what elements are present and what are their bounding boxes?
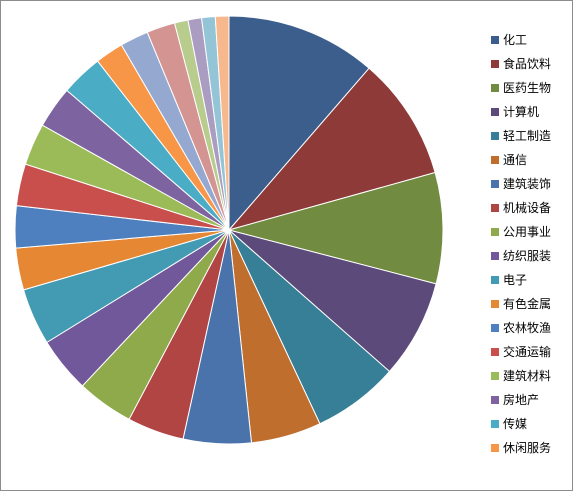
legend-label: 机械设备 [503, 201, 552, 215]
legend-label: 建筑材料 [503, 369, 552, 383]
legend-label: 医药生物 [503, 81, 552, 95]
legend-label: 通信 [503, 153, 528, 167]
legend-swatch [491, 108, 499, 116]
legend-swatch [491, 372, 499, 380]
legend-label: 计算机 [503, 105, 540, 119]
legend-item: 建筑材料 [491, 367, 551, 385]
legend-label: 纺织服装 [503, 249, 552, 263]
legend-label: 化工 [503, 33, 528, 47]
legend-swatch [491, 228, 499, 236]
legend-item: 医药生物 [491, 79, 551, 97]
legend-label: 休闲服务 [503, 441, 552, 455]
legend-swatch [491, 420, 499, 428]
legend-swatch [491, 180, 499, 188]
legend-item: 公用事业 [491, 223, 551, 241]
legend-label: 食品饮料 [503, 57, 552, 71]
legend-label: 轻工制造 [503, 129, 552, 143]
legend-item: 食品饮料 [491, 55, 551, 73]
legend-item: 计算机 [491, 103, 539, 121]
legend-item: 有色金属 [491, 295, 551, 313]
legend-swatch [491, 204, 499, 212]
legend-item: 机械设备 [491, 199, 551, 217]
legend-label: 房地产 [503, 393, 540, 407]
legend-label: 交通运输 [503, 345, 552, 359]
legend-item: 通信 [491, 151, 527, 169]
legend-swatch [491, 276, 499, 284]
legend-swatch [491, 444, 499, 452]
pie-slice-3 [228, 229, 437, 373]
legend-item: 交通运输 [491, 343, 551, 361]
legend-swatch [491, 156, 499, 164]
pie-slice-0 [228, 15, 370, 232]
legend-item: 轻工制造 [491, 127, 551, 145]
legend-item: 传媒 [491, 415, 527, 433]
legend-item: 纺织服装 [491, 247, 551, 265]
legend-swatch [491, 324, 499, 332]
legend-swatch [491, 348, 499, 356]
legend-label: 建筑装饰 [503, 177, 552, 191]
pie-slice-23 [214, 15, 230, 231]
legend-item: 房地产 [491, 391, 539, 409]
legend-swatch [491, 60, 499, 68]
legend-swatch [491, 300, 499, 308]
legend-label: 公用事业 [503, 225, 552, 239]
legend-swatch [491, 252, 499, 260]
legend-label: 农林牧渔 [503, 321, 552, 335]
legend-swatch [491, 84, 499, 92]
legend-label: 有色金属 [503, 297, 552, 311]
legend-item: 建筑装饰 [491, 175, 551, 193]
legend-swatch [491, 36, 499, 44]
legend-swatch [491, 396, 499, 404]
pie-slice-2 [227, 171, 444, 285]
legend-item: 农林牧渔 [491, 319, 551, 337]
legend-swatch [491, 132, 499, 140]
legend-label: 电子 [503, 273, 528, 287]
legend-item: 休闲服务 [491, 439, 551, 457]
legend-item: 电子 [491, 271, 527, 289]
legend-label: 传媒 [503, 417, 528, 431]
pie-slice-1 [227, 67, 436, 231]
legend-item: 化工 [491, 31, 527, 49]
